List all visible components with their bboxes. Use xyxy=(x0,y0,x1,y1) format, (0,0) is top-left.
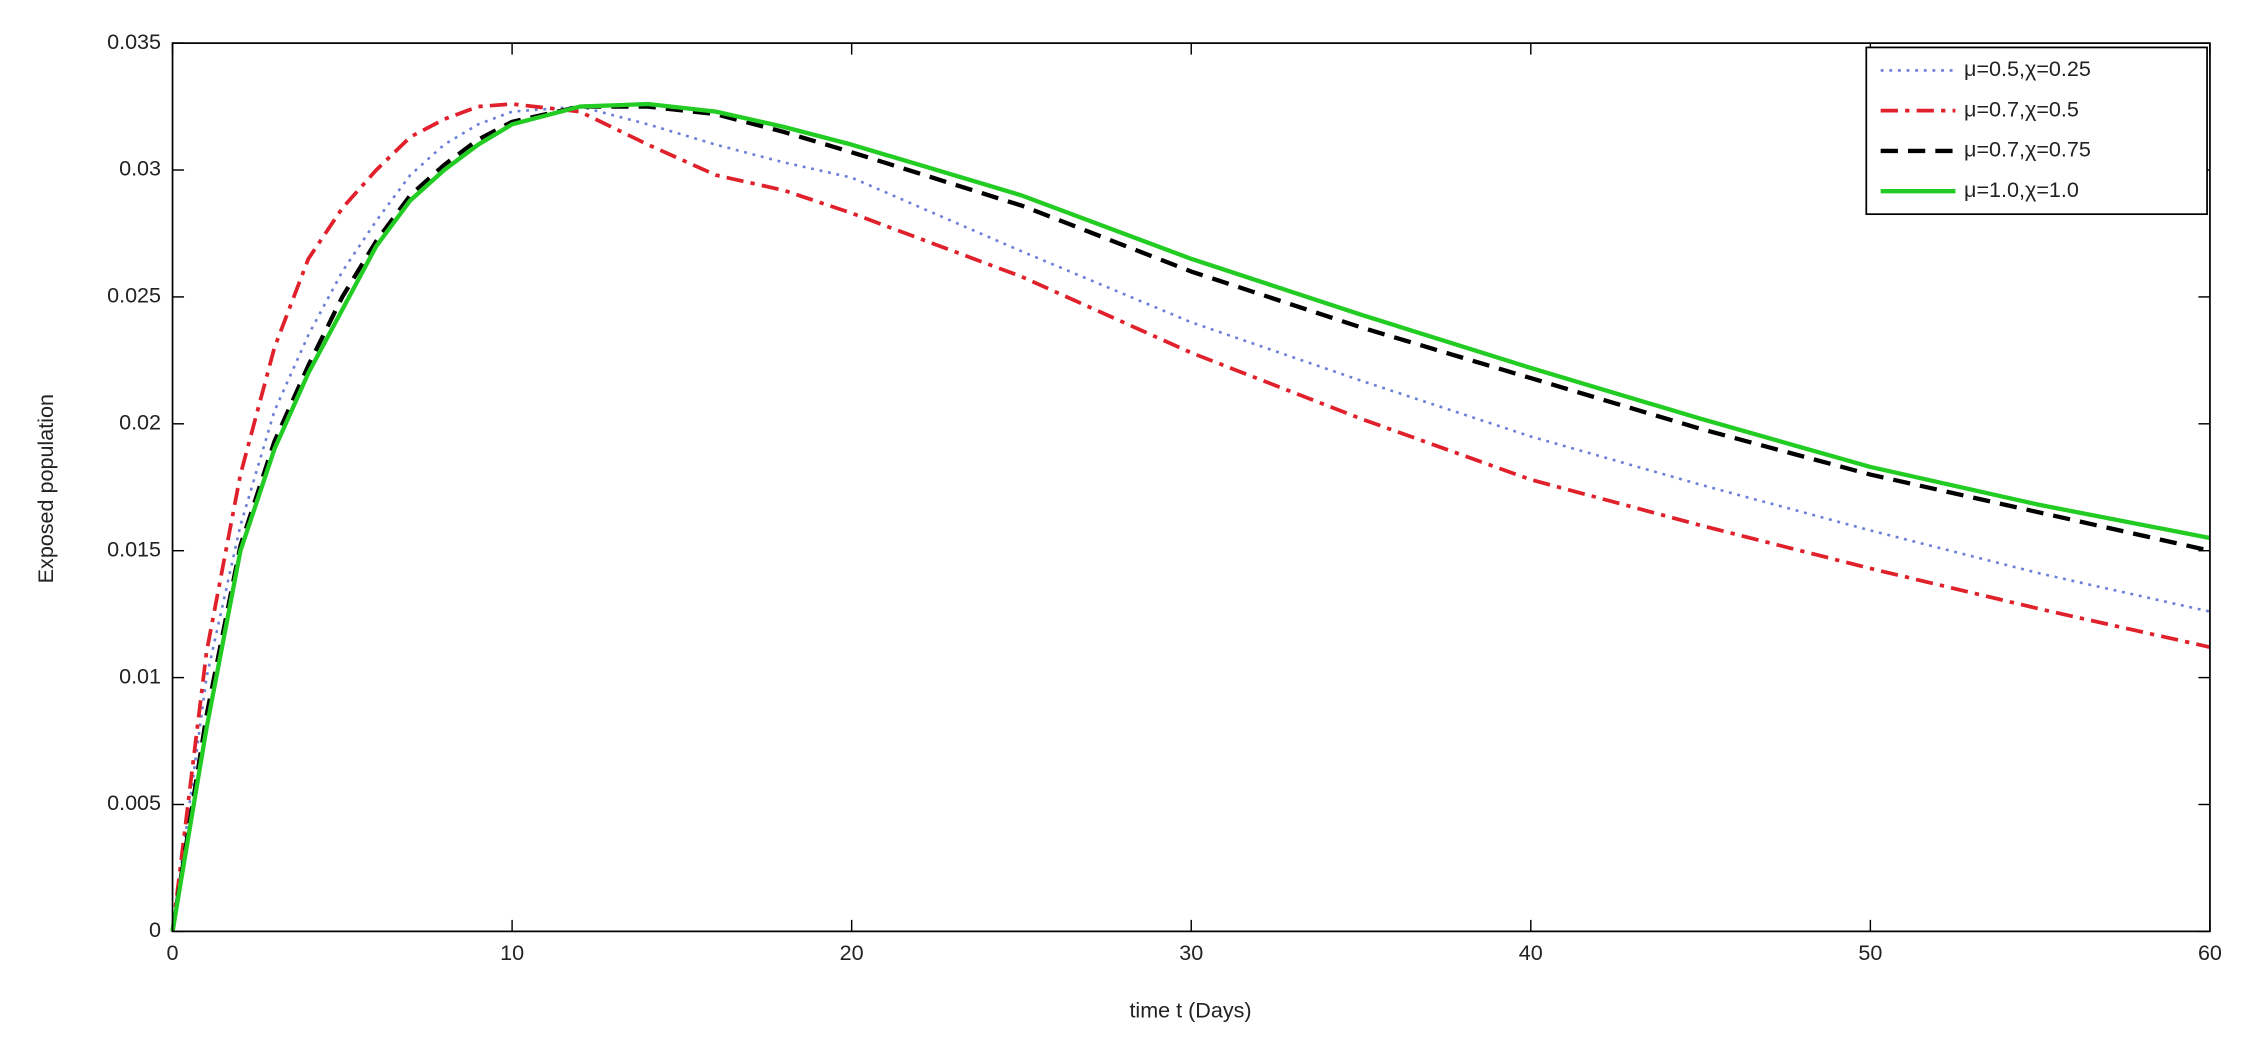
legend-label: μ=0.7,χ=0.75 xyxy=(1964,137,2091,162)
axes-box xyxy=(171,42,2211,933)
y-tick-label: 0.02 xyxy=(119,409,161,434)
x-tick-label: 10 xyxy=(500,940,524,965)
y-tick-label: 0 xyxy=(149,917,161,942)
y-tick-label: 0.01 xyxy=(119,663,161,688)
legend-label: μ=0.7,χ=0.5 xyxy=(1964,96,2079,121)
y-tick-label: 0.005 xyxy=(107,790,161,815)
x-tick-label: 60 xyxy=(2198,940,2222,965)
y-tick-label: 0.025 xyxy=(107,283,161,308)
x-axis-label: time t (Days) xyxy=(1129,998,1251,1023)
y-tick-label: 0.035 xyxy=(107,29,161,54)
y-axis-label: Exposed population xyxy=(33,394,58,583)
x-tick-label: 40 xyxy=(1519,940,1543,965)
x-tick-label: 30 xyxy=(1179,940,1203,965)
legend-box xyxy=(1865,46,2208,216)
y-tick-label: 0.015 xyxy=(107,536,161,561)
series-line xyxy=(170,102,2211,932)
series-line xyxy=(171,105,2211,932)
series-line xyxy=(170,101,2211,932)
x-tick-label: 20 xyxy=(840,940,864,965)
legend-label: μ=1.0,χ=1.0 xyxy=(1964,177,2079,202)
x-tick-label: 50 xyxy=(1858,940,1882,965)
y-tick-label: 0.03 xyxy=(119,156,161,181)
legend-label: μ=0.5,χ=0.25 xyxy=(1964,56,2091,81)
x-tick-label: 0 xyxy=(167,940,179,965)
